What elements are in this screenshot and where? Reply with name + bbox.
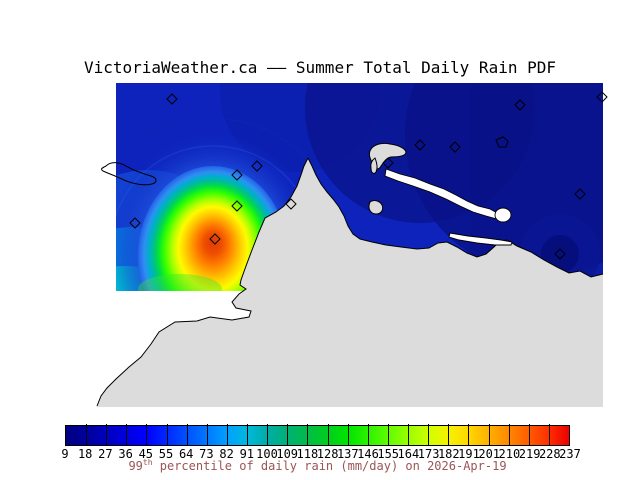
colorbar-tick-label: 73 [199, 447, 214, 461]
plot-title: VictoriaWeather.ca —— Summer Total Daily… [83, 58, 556, 77]
colorbar-divider [247, 424, 249, 445]
colorbar-tick-label: 146 [357, 447, 379, 461]
colorbar-tick-label: 109 [276, 447, 299, 461]
colorbar-tick-label: 210 [498, 447, 521, 461]
colorbar-tick-label: 128 [316, 447, 339, 461]
coastline-west [96, 157, 309, 407]
colorbar-tick-label: 64 [178, 447, 194, 461]
colorbar-divider [508, 424, 510, 445]
caption-text: percentile of daily rain (mm/day) on 202… [152, 459, 507, 473]
station-marker [382, 157, 394, 169]
colorbar-tick-label: 36 [118, 447, 133, 461]
caption-percentile: 99 [128, 459, 143, 473]
colorbar-divider [468, 424, 470, 445]
colorbar-divider [267, 424, 269, 445]
colorbar-tick-label: 91 [239, 447, 255, 461]
station-marker [231, 169, 243, 181]
colorbar-tick-label: 228 [538, 447, 561, 461]
channel-island [494, 207, 512, 223]
station-marker [285, 198, 297, 210]
colorbar-divider [408, 424, 410, 445]
outline-island [495, 136, 509, 148]
coastline-north [307, 157, 604, 278]
colorbar-tick-label: 100 [256, 447, 278, 461]
station-marker [554, 248, 566, 260]
colorbar-divider [428, 424, 430, 445]
station-marker [574, 188, 586, 200]
colorbar-divider [226, 424, 228, 445]
lake-outline [101, 162, 157, 186]
colorbar-tick-label: 201 [478, 447, 501, 461]
colorbar-divider [488, 424, 490, 445]
colorbar-divider [448, 424, 450, 445]
station-marker [596, 91, 608, 103]
colorbar-divider [126, 424, 128, 445]
land-mass [97, 158, 603, 407]
colorbar-tick-label: 118 [296, 447, 319, 461]
station-marker [231, 200, 243, 212]
colorbar-divider [287, 424, 289, 445]
colorbar-tick-label: 237 [559, 447, 581, 461]
colorbar-tick-label: 9 [61, 447, 69, 461]
colorbar-divider [206, 424, 208, 445]
colorbar-tick-label: 45 [138, 447, 154, 461]
colorbar-divider [186, 424, 188, 445]
colorbar-divider [307, 424, 309, 445]
colorbar-divider [528, 424, 530, 445]
colorbar-tick-label: 27 [98, 447, 113, 461]
colorbar-divider [548, 424, 550, 445]
station-marker [414, 139, 426, 151]
colorbar-tick-label: 164 [397, 447, 420, 461]
station-marker [166, 93, 178, 105]
colorbar-tick-labels: 9 18 27 36 45 55 64 73 82 91 100 109 118 128 137 146 155… [61, 447, 580, 461]
colorbar-divider [166, 424, 168, 445]
colorbar-tick-label: 219 [518, 447, 541, 461]
station-marker [209, 233, 221, 245]
colorbar-divider [86, 424, 88, 445]
station-marker [129, 217, 141, 229]
island [368, 200, 384, 215]
colorbar-divider [146, 424, 148, 445]
colorbar-tick-label: 82 [219, 447, 234, 461]
colorbar-tick-label: 182 [437, 447, 460, 461]
colorbar-tick-label: 137 [336, 447, 359, 461]
station-marker [514, 99, 526, 111]
channel-island [448, 232, 513, 246]
colorbar-caption: 99th percentile of daily rain (mm/day) o… [65, 458, 570, 474]
colorbar-divider [106, 424, 108, 445]
colorbar-divider [347, 424, 349, 445]
caption-ordinal-suffix: th [142, 458, 153, 467]
colorbar-divider [367, 424, 369, 445]
colorbar-tick-label: 18 [77, 447, 93, 461]
colorbar [65, 424, 570, 446]
colorbar-tick-label: 191 [458, 447, 480, 461]
station-markers-group [129, 91, 608, 260]
island [370, 157, 378, 174]
colorbar-tick-label: 173 [417, 447, 440, 461]
colorbar-tick-label: 155 [377, 447, 400, 461]
colorbar-divider [327, 424, 329, 445]
station-marker [251, 160, 263, 172]
colorbar-tick-label: 55 [158, 447, 174, 461]
station-marker [449, 141, 461, 153]
colorbar-divider [387, 424, 389, 445]
